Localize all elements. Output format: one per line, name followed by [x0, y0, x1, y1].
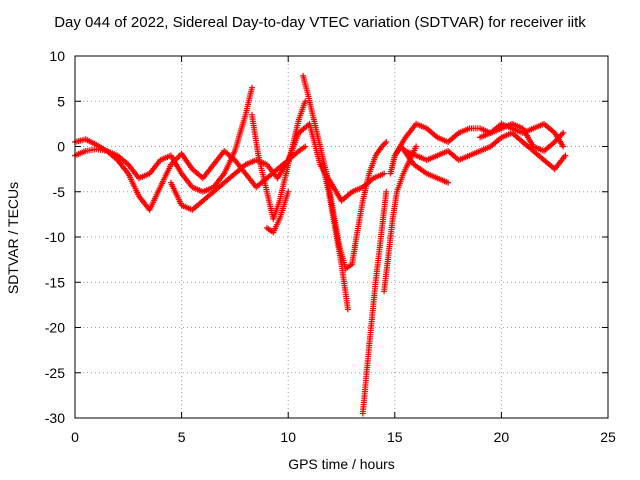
y-tick-label: -30 — [45, 410, 65, 426]
grid — [75, 56, 608, 418]
x-tick-label: 15 — [387, 429, 403, 445]
series-markers — [319, 161, 351, 313]
y-tick-label: -20 — [45, 320, 65, 336]
y-tick-label: -10 — [45, 229, 65, 245]
x-tick-label: 10 — [280, 429, 296, 445]
y-tick-label: -5 — [53, 184, 66, 200]
series-markers — [300, 72, 390, 272]
series-track-7 — [319, 161, 351, 313]
series-track-5 — [263, 188, 292, 236]
series-markers — [263, 188, 292, 236]
y-tick-label: 5 — [57, 93, 65, 109]
x-tick-label: 5 — [178, 429, 186, 445]
axes: 0 5 10 15 20 25 -30 -25 -20 -15 -10 -5 0 5 10 — [45, 48, 616, 445]
series-track-6 — [300, 72, 390, 272]
series-markers — [359, 188, 390, 417]
series-markers — [402, 129, 569, 173]
y-tick-label: -15 — [45, 274, 65, 290]
series-markers — [249, 98, 309, 222]
plot-frame — [74, 55, 609, 419]
x-tick-label: 20 — [494, 429, 510, 445]
series-track-13 — [477, 120, 567, 154]
series-track-12 — [402, 129, 569, 173]
y-axis-label: SDTVAR / TECUs — [5, 181, 21, 295]
x-axis-label: GPS time / hours — [288, 456, 395, 472]
series-track-8 — [359, 188, 390, 417]
chart-title: Day 044 of 2022, Sidereal Day-to-day VTE… — [54, 14, 586, 31]
series-track-3 — [167, 120, 388, 213]
x-tick-label: 25 — [600, 429, 616, 445]
series-markers — [477, 120, 567, 154]
series-track-4 — [249, 98, 309, 222]
series-markers — [167, 120, 388, 213]
data-series — [72, 72, 569, 417]
x-tick-label: 0 — [71, 429, 79, 445]
y-tick-label: -25 — [45, 365, 65, 381]
y-tick-label: 0 — [57, 139, 65, 155]
y-tick-label: 10 — [49, 48, 65, 64]
